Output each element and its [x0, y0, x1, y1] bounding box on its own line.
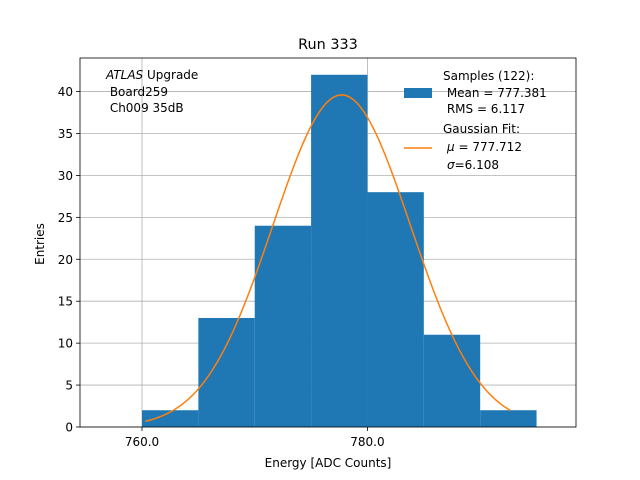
legend-sigma-value: =6.108: [455, 158, 499, 172]
x-tick-label-1: 780.0: [350, 435, 384, 449]
annotation-line-2: Board259: [106, 85, 168, 99]
atlas-annotation: ATLAS Upgrade Board259 Ch009 35dB: [105, 68, 198, 115]
y-tick-label-4: 20: [58, 253, 73, 267]
legend: Samples (122): Mean = 777.381 RMS = 6.11…: [404, 69, 547, 172]
y-tick-label-6: 30: [58, 169, 73, 183]
histogram-bar-1: [198, 317, 255, 427]
legend-samples-rms: RMS = 6.117: [443, 102, 525, 116]
y-axis-ticks: 0 5 10 15 20 25 30 35 40: [58, 85, 80, 435]
legend-samples-swatch: [404, 88, 432, 98]
legend-samples-mean: Mean = 777.381: [443, 86, 547, 100]
chart-title: Run 333: [298, 37, 358, 53]
y-axis-label: Entries: [33, 223, 47, 265]
x-axis-ticks: 760.0 780.0: [125, 427, 385, 449]
legend-samples-title: Samples (122):: [443, 69, 534, 83]
y-tick-label-2: 10: [58, 337, 73, 351]
plot-frame: [79, 57, 577, 428]
histogram-bar-6: [480, 410, 537, 427]
legend-mu-symbol: μ: [446, 140, 455, 154]
legend-mu-value: = 777.712: [455, 140, 522, 154]
y-tick-label-5: 25: [58, 211, 73, 225]
legend-fit-sigma: σ=6.108: [447, 158, 499, 172]
annotation-line-3: Ch009 35dB: [106, 101, 184, 115]
x-tick-label-0: 760.0: [125, 435, 159, 449]
y-tick-label-1: 5: [65, 379, 73, 393]
annotation-upgrade: Upgrade: [143, 68, 198, 82]
legend-fit-mu: μ = 777.712: [446, 140, 522, 154]
histogram-bar-5: [423, 334, 481, 427]
legend-sigma-symbol: σ: [447, 158, 455, 172]
x-axis-label: Energy [ADC Counts]: [265, 456, 392, 470]
annotation-atlas-italic: ATLAS: [105, 68, 144, 82]
histogram-bars: [142, 74, 537, 427]
histogram-bar-0: [142, 410, 199, 427]
annotation-line-1: ATLAS Upgrade: [105, 68, 198, 82]
gaussian-fit-curve: [145, 94, 512, 423]
legend-fit-title: Gaussian Fit:: [443, 122, 520, 136]
y-tick-label-8: 40: [58, 85, 73, 99]
histogram-bar-3: [311, 74, 368, 427]
y-tick-label-3: 15: [58, 295, 73, 309]
y-tick-label-7: 35: [58, 127, 73, 141]
y-tick-label-0: 0: [65, 421, 73, 435]
histogram-bar-4: [367, 192, 424, 427]
histogram-bar-2: [254, 225, 312, 427]
